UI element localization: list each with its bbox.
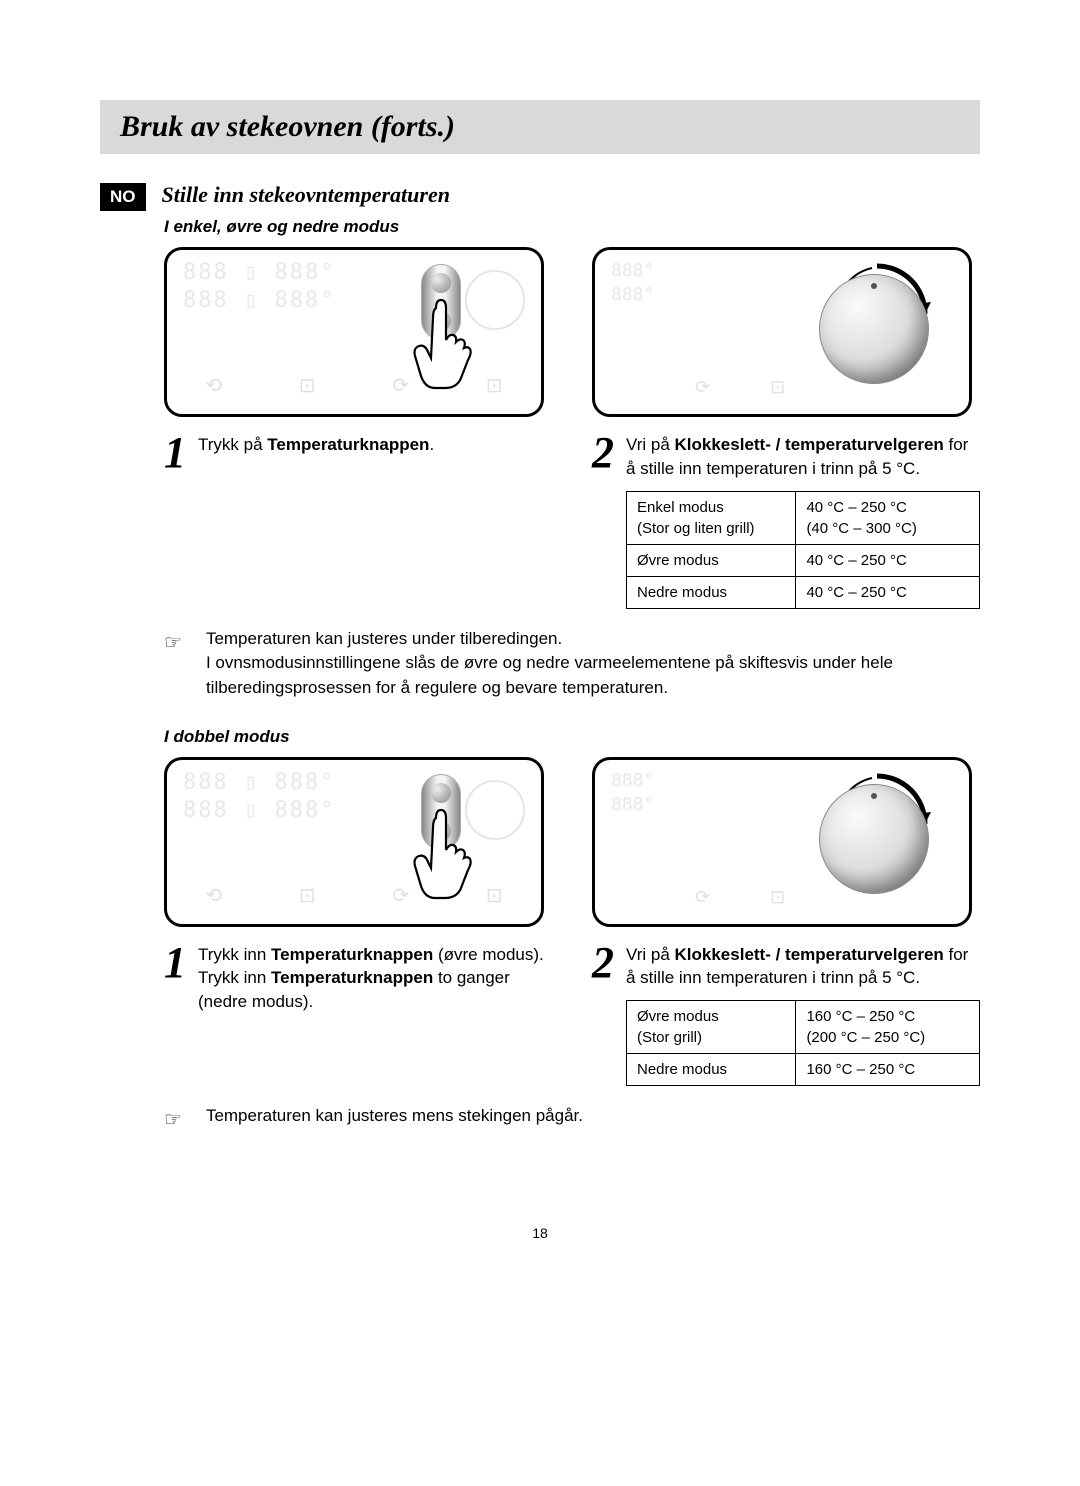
faint-display: 888° [611,794,654,815]
faint-display: 888° [611,770,654,791]
step-number: 2 [592,431,614,609]
panel-bottom-icons: ⟲⊡⟳⊡ [167,373,541,398]
note-icon: ☞ [164,1104,182,1135]
faint-display: 888 ▯ 888° [183,770,335,795]
panel-bottom-icons: ⟳⊡ [695,887,785,908]
panel-press-button: 888 ▯ 888° 888 ▯ 888° ⟲⊡⟳⊡ [164,757,544,927]
note-icon: ☞ [164,627,182,701]
content-block-1: 888 ▯ 888° 888 ▯ 888° ⟲⊡⟳⊡ 1 Trykk på Te… [164,247,980,701]
step-1b: 1 Trykk inn Temperaturknappen (øvre modu… [164,941,552,1014]
faint-display: 888° [611,284,654,305]
step-text: Vri på Klokkeslett- / temperaturvelgeren… [626,941,980,1087]
mode-subtitle-1: I enkel, øvre og nedre modus [164,217,980,237]
temperature-table-1: Enkel modus(Stor og liten grill) 40 °C –… [626,491,980,609]
note-block-2: ☞ Temperaturen kan justeres mens steking… [164,1104,980,1135]
table-row: Nedre modus 160 °C – 250 °C [627,1054,980,1086]
panel-turn-knob: 888° 888° ⟳⊡ [592,247,972,417]
faint-display: 888 ▯ 888° [183,798,335,823]
page-number: 18 [100,1225,980,1241]
language-badge: NO [100,183,146,211]
panel-bottom-icons: ⟲⊡⟳⊡ [167,883,541,908]
section-title: Stille inn stekeovntemperaturen [162,182,450,208]
panel-press-button: 888 ▯ 888° 888 ▯ 888° ⟲⊡⟳⊡ [164,247,544,417]
faint-display: 888° [611,260,654,281]
selector-knob [819,274,929,384]
header-bar: Bruk av stekeovnen (forts.) [100,100,980,154]
table-row: Nedre modus 40 °C – 250 °C [627,576,980,608]
table-row: Øvre modus 40 °C – 250 °C [627,544,980,576]
step-1a: 1 Trykk på Temperaturknappen. [164,431,552,475]
step-text: Trykk inn Temperaturknappen (øvre modus)… [198,941,552,1014]
step-2a: 2 Vri på Klokkeslett- / temperaturvelger… [592,431,980,609]
table-row: Øvre modus(Stor grill) 160 °C – 250 °C(2… [627,1001,980,1054]
panel-turn-knob: 888° 888° ⟳⊡ [592,757,972,927]
page-title: Bruk av stekeovnen (forts.) [120,110,960,144]
panel-bottom-icons: ⟳⊡ [695,377,785,398]
step-number: 2 [592,941,614,1087]
content-block-2: 888 ▯ 888° 888 ▯ 888° ⟲⊡⟳⊡ 1 Trykk inn T… [164,757,980,1136]
faint-display: 888 ▯ 888° [183,288,335,313]
step-text: Vri på Klokkeslett- / temperaturvelgeren… [626,431,980,609]
step-number: 1 [164,431,186,475]
faint-display: 888 ▯ 888° [183,260,335,285]
note-text: Temperaturen kan justeres mens stekingen… [206,1104,583,1135]
selector-knob [819,784,929,894]
step-number: 1 [164,941,186,1014]
section-heading-row: NO Stille inn stekeovntemperaturen [100,182,980,211]
note-text: Temperaturen kan justeres under tilbered… [206,627,980,701]
temperature-table-2: Øvre modus(Stor grill) 160 °C – 250 °C(2… [626,1000,980,1086]
note-block-1: ☞ Temperaturen kan justeres under tilber… [164,627,980,701]
step-2b: 2 Vri på Klokkeslett- / temperaturvelger… [592,941,980,1087]
table-row: Enkel modus(Stor og liten grill) 40 °C –… [627,491,980,544]
step-text: Trykk på Temperaturknappen. [198,431,552,475]
mode-subtitle-2: I dobbel modus [164,727,980,747]
